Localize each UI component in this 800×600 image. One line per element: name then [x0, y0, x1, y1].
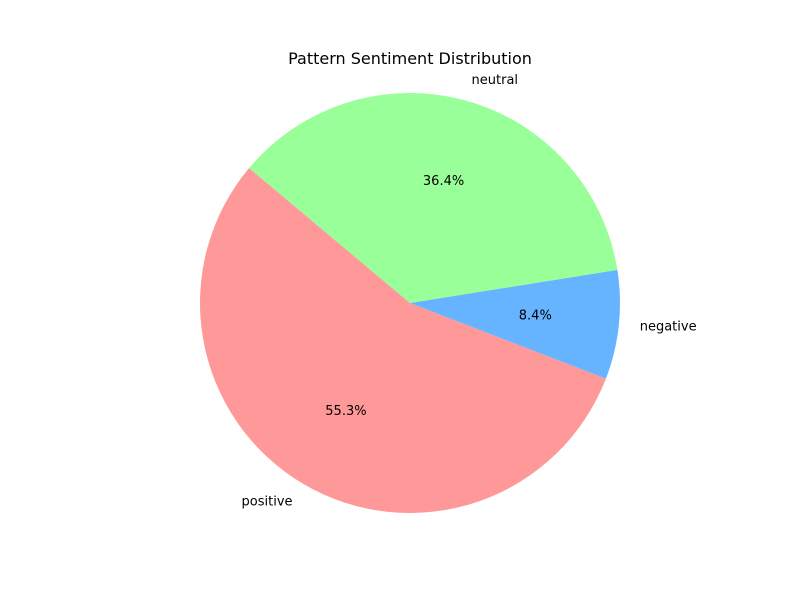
slices-layer: [200, 92, 620, 513]
percent-label-positive: 55.3%: [325, 404, 366, 419]
percent-label-neutral: 36.4%: [423, 174, 464, 189]
labels-layer: positive 55.3% negative 8.4% neutral 36.4%: [242, 73, 697, 510]
chart-title: Pattern Sentiment Distribution: [288, 49, 532, 68]
pie-slice-neutral: [249, 92, 618, 304]
slice-label-positive: positive: [242, 494, 293, 509]
slice-label-negative: negative: [640, 320, 697, 335]
percent-label-negative: 8.4%: [519, 309, 552, 324]
pie-slice-negative: [410, 269, 620, 379]
pie-slice-positive: [200, 168, 606, 513]
slice-label-neutral: neutral: [472, 73, 518, 88]
